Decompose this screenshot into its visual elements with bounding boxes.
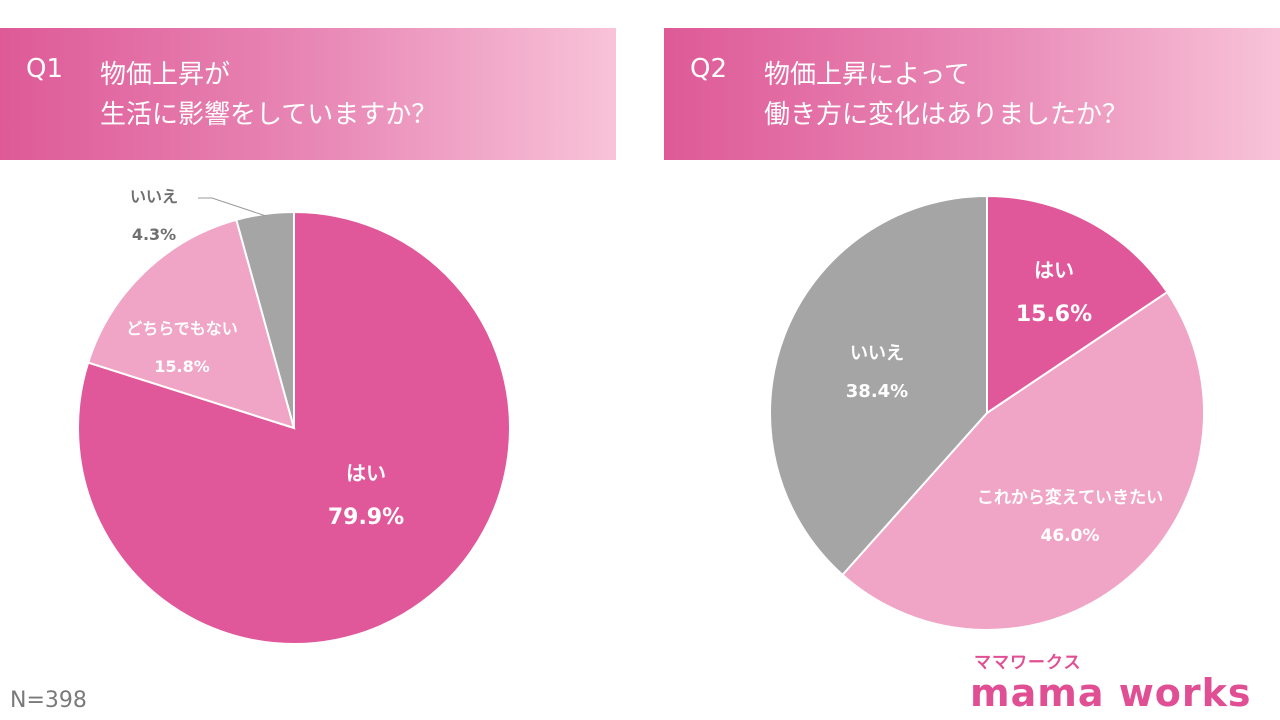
q1-slice-label-0: はい <box>346 461 386 485</box>
q1-question-line1: 物価上昇が <box>100 60 231 90</box>
q2-slice-value-1: 46.0% <box>1041 526 1100 546</box>
q2-slice-value-0: 15.6% <box>1016 302 1092 327</box>
q1-pie-slice-1 <box>86 218 296 430</box>
q2-pie-slice-1 <box>841 290 1205 631</box>
q1-pie-slice-2 <box>235 210 295 429</box>
logo-text: mama works <box>970 671 1252 715</box>
q2-number: Q2 <box>690 54 728 84</box>
q2-slice-label-0: はい <box>1034 258 1074 282</box>
q1-slice-label-2: いいえ <box>130 187 178 206</box>
q1-slice-value-0: 79.9% <box>328 505 404 530</box>
q1-slice-label-1: どちらでもない <box>126 319 238 338</box>
q2-slice-value-2: 38.4% <box>846 381 908 402</box>
sample-size-label: N=398 <box>10 688 87 713</box>
q2-slice-label-1: これから変えていきたい <box>977 487 1163 508</box>
q1-leader-line <box>198 197 267 217</box>
q2-pie-slice-0 <box>986 194 1169 415</box>
q1-slice-value-2: 4.3% <box>132 225 176 244</box>
logo-kana: ママワークス <box>974 653 1082 673</box>
q2-question-line2: 働き方に変化はありましたか？ <box>764 100 1129 130</box>
q2-pie-slice-2 <box>769 194 988 577</box>
mama-works-logo: ママワークス mama works <box>970 648 1252 713</box>
q2-question-line1: 物価上昇によって <box>764 60 970 90</box>
q1-slice-value-1: 15.8% <box>154 357 210 376</box>
q1-number: Q1 <box>26 54 64 84</box>
q2-slice-label-2: いいえ <box>850 343 904 364</box>
q2-banner: Q2 物価上昇によって 働き方に変化はありましたか？ <box>664 28 1280 160</box>
q1-question-line2: 生活に影響をしていますか？ <box>100 100 438 130</box>
q1-banner: Q1 物価上昇が 生活に影響をしていますか？ <box>0 28 616 160</box>
